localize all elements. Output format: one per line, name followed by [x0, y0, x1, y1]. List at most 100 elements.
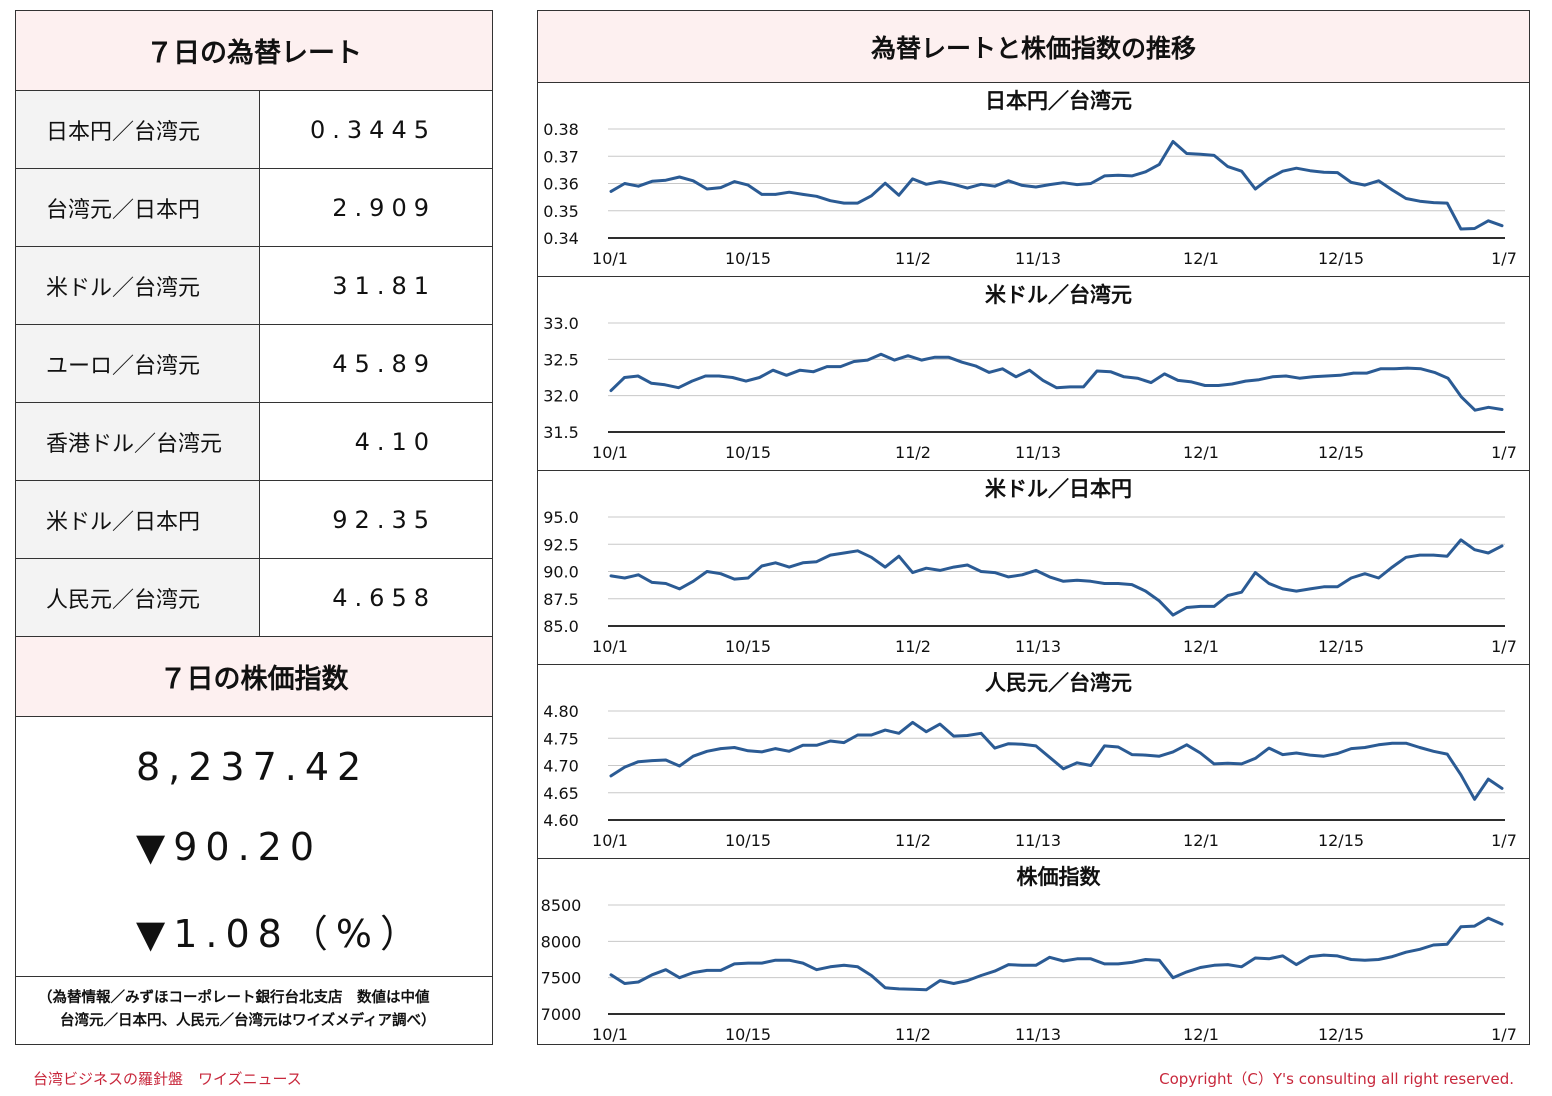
data-point — [678, 175, 681, 179]
data-point — [801, 193, 805, 196]
chart-1: 米ドル／台湾元 33.0 32.5 32.0 31.5 10/1 10/15 11/2 11/1… — [538, 276, 1529, 462]
data-point — [774, 959, 777, 962]
rate-label: 香港ドル／台湾元 — [16, 403, 260, 480]
stock-title: ７日の株価指数 — [16, 637, 492, 717]
data-point — [1404, 197, 1408, 200]
data-point — [1473, 798, 1476, 801]
data-point — [1350, 747, 1353, 750]
data-point — [733, 577, 736, 581]
data-point — [733, 746, 736, 749]
data-point — [825, 365, 829, 368]
data-point — [993, 571, 996, 574]
data-point — [884, 565, 887, 569]
data-point — [746, 183, 750, 187]
chart-title: 米ドル／台湾元 — [985, 283, 1132, 307]
data-point — [1473, 924, 1476, 928]
x-tick-label: 12/15 — [1318, 831, 1364, 850]
data-point — [1117, 745, 1120, 749]
data-point — [897, 555, 901, 558]
data-point — [692, 971, 695, 974]
data-point — [897, 987, 901, 991]
data-point — [925, 183, 928, 186]
data-point — [746, 961, 750, 965]
data-point — [1363, 959, 1367, 962]
data-point — [1089, 182, 1092, 185]
x-tick-label: 10/15 — [725, 1025, 771, 1044]
data-point — [1308, 587, 1312, 591]
chart-title: 米ドル／日本円 — [985, 477, 1132, 501]
data-point — [1103, 174, 1106, 178]
data-point — [1240, 762, 1243, 766]
y-tick-label: 4.80 — [543, 702, 579, 721]
data-point — [1487, 406, 1490, 409]
data-point — [1500, 544, 1504, 548]
data-point — [788, 565, 791, 569]
data-point — [1352, 371, 1355, 375]
x-tick-label: 11/2 — [895, 637, 931, 656]
data-point — [1284, 374, 1288, 378]
chart-0: 日本円／台湾元 0.38 0.37 0.36 0.35 0.34 10/1 10/15 11/2… — [543, 89, 1517, 268]
data-point — [1350, 181, 1353, 184]
data-point — [1363, 746, 1367, 749]
data-point — [1028, 369, 1031, 372]
data-point — [1230, 382, 1234, 386]
data-point — [1338, 374, 1342, 377]
data-point — [788, 959, 791, 962]
data-point — [1199, 605, 1202, 608]
data-point — [1117, 962, 1120, 966]
data-point — [1473, 409, 1477, 412]
data-point — [952, 565, 955, 569]
data-point — [1136, 377, 1139, 380]
data-point — [1158, 599, 1161, 603]
data-point — [719, 747, 722, 750]
data-point — [1109, 370, 1112, 373]
data-point — [623, 376, 626, 379]
data-point — [1203, 384, 1207, 387]
data-point — [966, 186, 969, 190]
data-point — [1217, 384, 1220, 387]
x-tick-label: 11/2 — [895, 443, 931, 462]
data-point — [1089, 957, 1092, 960]
data-point — [758, 376, 761, 379]
y-tick-label: 7000 — [541, 1005, 582, 1024]
data-point — [1144, 589, 1147, 593]
chart-title: 日本円／台湾元 — [985, 89, 1132, 113]
data-point — [1212, 154, 1216, 157]
series-line — [609, 720, 1504, 801]
x-tick-label: 12/1 — [1183, 1025, 1219, 1044]
data-point — [1034, 569, 1038, 572]
data-point — [1226, 165, 1229, 168]
data-point — [1404, 951, 1408, 954]
data-point — [1446, 555, 1449, 558]
y-tick-label: 0.38 — [543, 120, 579, 139]
data-point — [1308, 955, 1312, 958]
data-point — [664, 968, 667, 971]
data-point — [1068, 385, 1072, 389]
data-point — [911, 988, 914, 991]
data-point — [1158, 755, 1161, 758]
data-point — [692, 580, 695, 583]
data-point — [1459, 538, 1463, 542]
x-tick-label: 11/13 — [1015, 831, 1061, 850]
x-tick-label: 12/15 — [1318, 637, 1364, 656]
data-point — [1377, 179, 1380, 182]
data-point — [1418, 746, 1421, 749]
x-tick-label: 1/7 — [1491, 249, 1517, 268]
data-point — [1322, 171, 1325, 174]
data-point — [650, 973, 654, 976]
data-point — [1075, 579, 1079, 582]
data-point — [1254, 187, 1257, 191]
data-point — [1158, 959, 1161, 962]
data-point — [664, 758, 667, 762]
data-point — [1295, 589, 1298, 593]
rate-label: 米ドル／日本円 — [16, 481, 260, 558]
data-point — [979, 183, 983, 186]
rates-title: ７日の為替レート — [16, 11, 492, 91]
data-point — [1418, 553, 1421, 557]
data-point — [842, 201, 846, 205]
data-point — [1048, 575, 1051, 579]
chart-4: 株価指数 8500 8000 7500 7000 10/1 10/15 11/2 11/13 12… — [538, 858, 1529, 1044]
data-point — [866, 358, 869, 362]
chart-title: 人民元／台湾元 — [985, 671, 1132, 695]
x-tick-label: 11/13 — [1015, 443, 1061, 462]
